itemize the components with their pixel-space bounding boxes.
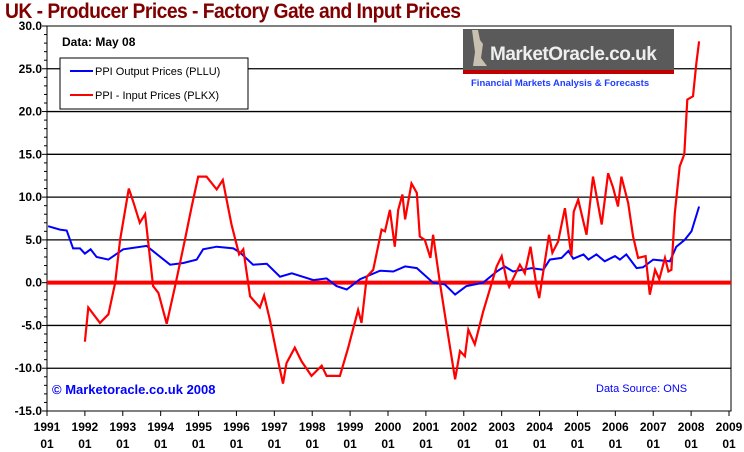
y-tick-label: 30.0 (19, 19, 43, 33)
data-date-label: Data: May 08 (62, 35, 136, 49)
x-tick-year: 2003 (488, 420, 515, 434)
series-line-output (47, 206, 701, 296)
x-tick-year: 1997 (261, 420, 288, 434)
x-tick-month: 01 (684, 437, 698, 451)
chart-title: UK - Producer Prices - Factory Gate and … (5, 0, 461, 23)
x-tick-year: 1996 (223, 420, 250, 434)
x-tick-month: 01 (40, 437, 54, 451)
x-tick-month: 01 (192, 437, 206, 451)
x-tick-year: 1992 (72, 420, 99, 434)
x-tick-month: 01 (306, 437, 320, 451)
x-tick-year: 2000 (375, 420, 402, 434)
x-tick-month: 01 (116, 437, 130, 451)
logo-tagline: Financial Markets Analysis & Forecasts (471, 78, 649, 89)
x-tick-month: 01 (495, 437, 509, 451)
y-tick-label: 0.0 (25, 276, 42, 290)
x-tick-year: 1999 (337, 420, 364, 434)
y-tick-label: 20.0 (19, 105, 43, 119)
x-tick-year: 1993 (109, 420, 136, 434)
logo-statue-icon (472, 30, 487, 66)
logo-text: MarketOracle.co.uk (490, 44, 657, 65)
x-tick-month: 01 (609, 437, 623, 451)
x-tick-month: 01 (722, 437, 736, 451)
x-tick-month: 01 (268, 437, 282, 451)
x-tick-year: 2008 (678, 420, 705, 434)
legend (59, 57, 249, 110)
x-tick-year: 2007 (640, 420, 667, 434)
y-tick-label: -10.0 (15, 361, 43, 375)
y-tick-label: 25.0 (19, 62, 43, 76)
x-tick-month: 01 (343, 437, 357, 451)
x-tick-year: 2005 (564, 420, 591, 434)
x-tick-month: 01 (457, 437, 471, 451)
series-line-input (83, 41, 701, 384)
logo-stripe (463, 70, 674, 74)
x-tick-month: 01 (647, 437, 661, 451)
x-tick-year: 1998 (299, 420, 326, 434)
x-tick-year: 2002 (450, 420, 477, 434)
x-tick-month: 01 (230, 437, 244, 451)
y-tick-label: 5.0 (25, 233, 42, 247)
x-tick-month: 01 (381, 437, 395, 451)
x-tick-month: 01 (78, 437, 92, 451)
x-tick-year: 1995 (185, 420, 212, 434)
x-tick-year: 2004 (526, 420, 553, 434)
x-tick-month: 01 (154, 437, 168, 451)
y-tick-label: 15.0 (19, 147, 43, 161)
y-tick-label: -15.0 (15, 404, 43, 418)
y-tick-label: -5.0 (21, 318, 42, 332)
x-tick-year: 2009 (716, 420, 743, 434)
x-tick-year: 1991 (34, 420, 61, 434)
legend-label: PPI - Input Prices (PLKX) (95, 90, 219, 102)
x-tick-year: 1994 (147, 420, 174, 434)
data-source-label: Data Source: ONS (596, 383, 687, 395)
y-tick-label: 10.0 (19, 190, 43, 204)
legend-label: PPI Output Prices (PLLU) (95, 66, 220, 78)
x-tick-month: 01 (571, 437, 585, 451)
logo-box (463, 29, 674, 74)
x-tick-year: 2001 (413, 420, 440, 434)
x-tick-year: 2006 (602, 420, 629, 434)
x-tick-month: 01 (419, 437, 433, 451)
x-tick-month: 01 (533, 437, 547, 451)
copyright-label: © Marketoracle.co.uk 2008 (52, 382, 216, 397)
